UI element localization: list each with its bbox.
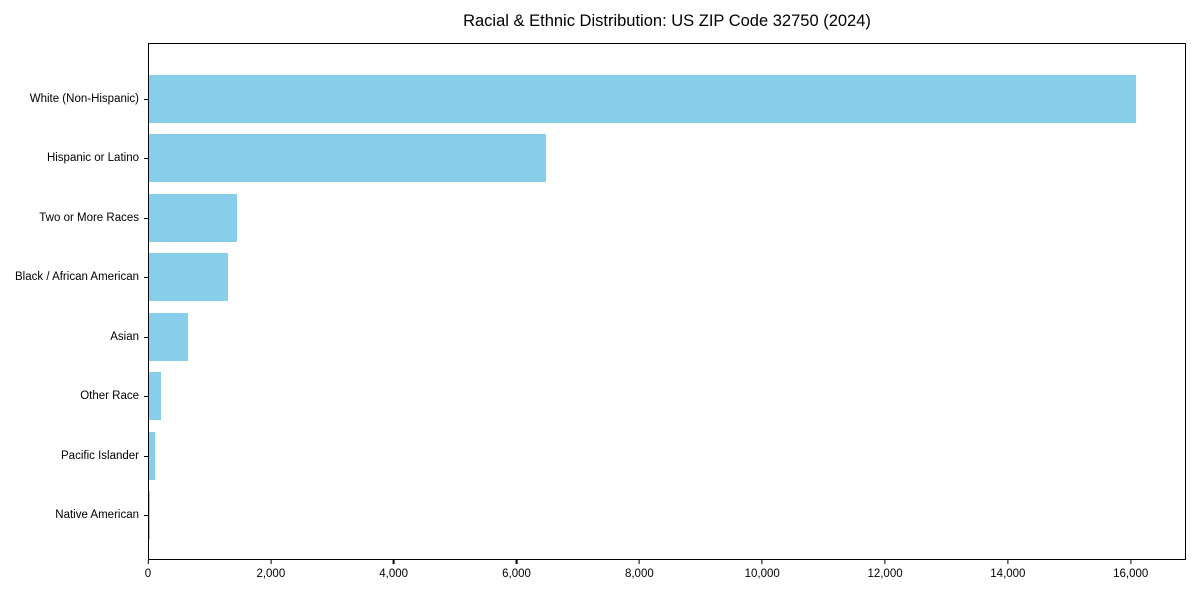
x-tick: 16,000: [1113, 560, 1148, 580]
y-axis-label: Two or More Races: [39, 211, 139, 224]
y-tick-mark: [144, 396, 149, 398]
x-tick: 0: [145, 560, 151, 580]
y-tick-mark: [144, 217, 149, 219]
x-tick-mark: [1007, 560, 1009, 564]
y-axis-label: Other Race: [80, 390, 139, 403]
x-tick-mark: [515, 560, 518, 564]
bar: [149, 431, 155, 480]
y-axis-label: Hispanic or Latino: [46, 152, 139, 165]
bar: [149, 253, 229, 302]
x-tick: 10,000: [745, 560, 780, 580]
x-tick-label: 6,000: [502, 568, 531, 580]
x-tick: 2,000: [256, 560, 285, 580]
y-tick-mark: [144, 455, 149, 457]
bar-row: Other Race: [80, 367, 1185, 427]
y-tick-mark: [144, 277, 149, 279]
x-tick-label: 12,000: [867, 568, 903, 580]
bar: [149, 491, 151, 540]
bar: [149, 74, 1136, 123]
x-tick-mark: [761, 560, 763, 564]
x-tick: 12,000: [867, 560, 903, 580]
x-tick-label: 4,000: [379, 568, 409, 580]
x-tick-mark: [393, 560, 395, 564]
y-axis-label: White (Non-Hispanic): [29, 92, 139, 105]
y-tick-mark: [144, 336, 149, 338]
x-tick-mark: [270, 560, 272, 564]
x-tick: 6,000: [502, 560, 531, 580]
bar: [149, 312, 189, 361]
bar: [149, 193, 237, 242]
x-tick-mark: [1130, 560, 1132, 564]
plot-area: White (Non-Hispanic) Hispanic or Latino Tw…: [15, 43, 1186, 560]
y-axis-label: Native American: [55, 509, 139, 522]
bar-row: Asian: [110, 307, 1185, 367]
y-axis-label: Pacific Islander: [61, 449, 139, 462]
x-tick: 8,000: [625, 560, 654, 580]
bar: [149, 372, 162, 421]
bar-row: Hispanic or Latino: [47, 129, 1185, 189]
bar-row: Native American: [55, 486, 1185, 546]
x-tick-label: 10,000: [744, 568, 780, 580]
y-tick-mark: [144, 515, 149, 517]
chart-title: Racial & Ethnic Distribution: US ZIP Cod…: [463, 12, 871, 30]
x-tick-label: 8,000: [624, 568, 654, 580]
x-tick-mark: [638, 560, 640, 564]
bar-row: Pacific Islander: [61, 426, 1185, 486]
bar: [149, 134, 546, 183]
bar-row: White (Non-Hispanic): [30, 69, 1185, 129]
x-tick-mark: [884, 560, 886, 564]
x-tick: 4,000: [379, 560, 408, 580]
y-tick-mark: [144, 98, 149, 100]
x-tick-label: 2,000: [256, 568, 286, 580]
x-tick: 14,000: [990, 560, 1025, 580]
x-tick-mark: [147, 560, 149, 564]
x-tick-label: 0: [144, 568, 152, 580]
x-tick-label: 16,000: [1113, 568, 1149, 580]
x-tick-label: 14,000: [990, 568, 1026, 580]
bar-row: Two or More Races: [39, 188, 1185, 248]
bar-rows: White (Non-Hispanic) Hispanic or Latino Tw…: [15, 69, 1185, 546]
y-tick-mark: [144, 158, 149, 160]
y-axis-label: Black / African American: [15, 271, 139, 284]
bar-row: Black / African American: [15, 248, 1185, 308]
y-axis-label: Asian: [110, 330, 139, 343]
